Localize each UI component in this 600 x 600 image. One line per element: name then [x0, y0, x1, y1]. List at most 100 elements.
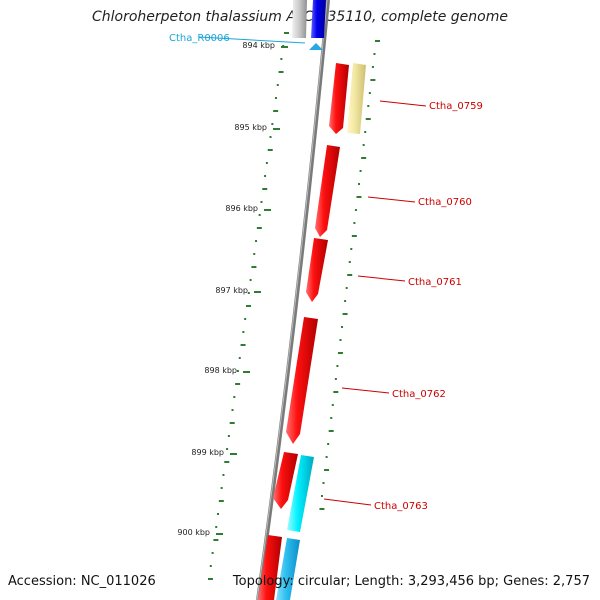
gc-inner-dot — [226, 448, 229, 450]
gc-inner-dot — [258, 214, 261, 216]
gc-inner-dot — [240, 344, 246, 346]
gc-inner-dot — [235, 383, 241, 385]
accession-text: Accession: NC_011026 — [8, 574, 156, 589]
tick-mark — [254, 291, 261, 293]
cds-ctha-0763 — [273, 452, 298, 509]
gc-outer-dot — [365, 118, 371, 120]
gc-outer-dot — [328, 430, 334, 432]
gc-inner-dot — [278, 71, 284, 73]
tick-label: 895 kbp — [234, 123, 267, 132]
gc-inner-dot — [265, 162, 268, 164]
gc-inner-dot — [247, 292, 250, 294]
gc-outer-dot — [330, 417, 333, 419]
cds-ctha-0762 — [286, 317, 318, 444]
gc-outer-dot — [351, 235, 357, 237]
gc-inner-dot — [264, 175, 267, 177]
gc-outer-dot — [345, 287, 348, 289]
tick-mark — [216, 533, 223, 535]
gc-outer-dot — [339, 339, 342, 341]
gc-outer-dot — [348, 261, 351, 263]
gc-inner-dot — [231, 409, 234, 411]
gc-inner-dot — [242, 331, 245, 333]
tick-mark — [281, 46, 288, 48]
rna-feature-sky — [276, 538, 300, 600]
gc-outer-dot — [361, 157, 367, 159]
cds-ctha-0759 — [329, 63, 349, 134]
gc-outer-dot — [336, 365, 339, 367]
gene-label[interactable]: Ctha_R0006 — [169, 33, 230, 44]
rna-feature-blue — [311, 0, 326, 38]
gc-outer-dot — [322, 482, 325, 484]
cds-next-1 — [258, 535, 282, 600]
tick-label: 894 kbp — [242, 41, 275, 50]
gc-outer-dot — [344, 300, 347, 302]
rna-marker-triangle — [309, 43, 323, 50]
gc-inner-dot — [274, 97, 277, 99]
gene-label-leader — [198, 36, 306, 44]
gc-inner-dot — [251, 266, 257, 268]
pseudo-feature-yellow — [347, 63, 366, 134]
gc-inner-dot — [217, 513, 220, 515]
gene-label[interactable]: Ctha_0759 — [429, 101, 483, 112]
gene-label[interactable]: Ctha_0761 — [408, 277, 462, 288]
gc-inner-dot — [213, 539, 219, 541]
gc-inner-dot — [262, 188, 268, 190]
rna-feature-cyan — [287, 455, 314, 532]
gc-outer-dot — [362, 144, 365, 146]
tick-label: 897 kbp — [215, 286, 248, 295]
gc-outer-dot — [331, 404, 334, 406]
gc-outer-dot — [333, 391, 339, 393]
gc-outer-dot — [320, 495, 323, 497]
gc-inner-dot — [224, 461, 230, 463]
topology-summary: Topology: circular; Length: 3,293,456 bp… — [232, 574, 590, 589]
gc-inner-dot — [255, 240, 258, 242]
gc-inner-dot — [215, 526, 218, 528]
gc-outer-dot — [341, 326, 344, 328]
gc-outer-dot — [375, 40, 380, 42]
gc-inner-dot — [271, 123, 274, 125]
tick-mark — [264, 209, 271, 211]
gene-label-leader — [323, 498, 372, 506]
tick-mark — [273, 128, 280, 130]
gc-inner-dot — [260, 201, 263, 203]
gene-label[interactable]: Ctha_0762 — [392, 389, 446, 400]
gc-outer-dot — [367, 105, 370, 107]
gc-inner-dot — [211, 552, 214, 554]
gc-outer-dot — [359, 170, 362, 172]
gc-outer-dot — [337, 352, 343, 354]
gene-labels: Ctha_R0006 Ctha_0759 Ctha_0760 Ctha_0761 Cth… — [169, 33, 483, 512]
gc-outer-dot — [373, 53, 376, 55]
gc-inner-dot — [245, 305, 251, 307]
gene-label-leader — [341, 387, 390, 394]
gc-outer-dot — [371, 66, 374, 68]
tick-label: 898 kbp — [204, 366, 237, 375]
gc-outer-dot — [364, 131, 367, 133]
gc-outer-dot — [342, 313, 348, 315]
gc-inner-dot — [236, 370, 239, 372]
gc-inner-dot — [238, 357, 241, 359]
gene-label[interactable]: Ctha_0760 — [418, 197, 472, 208]
gc-inner-dot — [207, 578, 213, 580]
gc-inner-dot — [209, 565, 212, 567]
cds-ctha-0760 — [315, 145, 340, 237]
gene-label[interactable]: Ctha_0763 — [374, 501, 428, 512]
gc-inner-dot — [218, 500, 224, 502]
gc-inner-dot — [244, 318, 247, 320]
gc-inner-dot — [222, 474, 225, 476]
tick-label: 896 kbp — [225, 204, 258, 213]
gc-outer-dot — [327, 443, 330, 445]
gc-outer-dot — [356, 196, 362, 198]
gc-outer-dot — [368, 92, 371, 94]
gc-outer-dot — [353, 222, 356, 224]
tick-label: 899 kbp — [191, 448, 224, 457]
gc-inner-dot — [249, 279, 252, 281]
gc-outer-dot — [324, 469, 330, 471]
gc-inner-dot — [220, 487, 223, 489]
gc-inner-dot — [284, 32, 289, 34]
gc-inner-dot — [227, 435, 230, 437]
gene-label-leader — [379, 100, 427, 107]
gc-outer-dot — [334, 378, 337, 380]
gc-inner-dot — [280, 58, 283, 60]
rna-feature-grey — [292, 0, 307, 38]
